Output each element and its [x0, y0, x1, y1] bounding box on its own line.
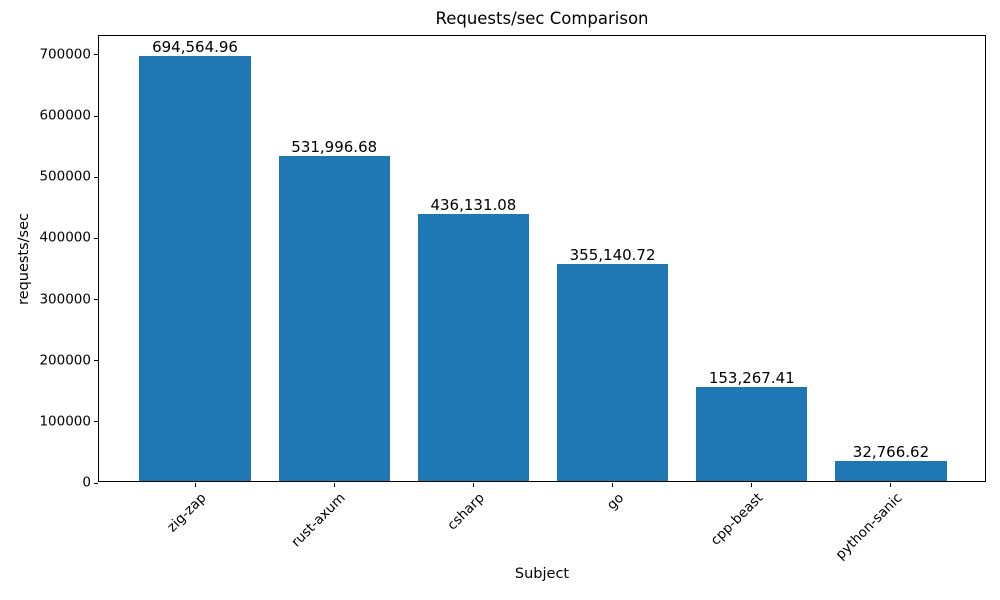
y-tick-label-text: 400000 [39, 229, 91, 246]
chart-title: Requests/sec Comparison [435, 9, 649, 28]
y-tick-mark [94, 237, 98, 239]
x-tick-label-text: python-sanic [832, 490, 906, 563]
bar-value-label: 436,131.08 [430, 196, 517, 215]
x-tick-label-text: zig-zap [163, 490, 210, 536]
x-tick-label-text: rust-axum [288, 490, 349, 551]
x-tick-label-text: go [603, 490, 627, 514]
y-tick-mark [94, 299, 98, 301]
x-tick-mark [612, 483, 614, 487]
bar-value-label: 32,766.62 [852, 442, 930, 461]
bar-csharp [417, 214, 530, 481]
x-axis-label-text: Subject [514, 566, 570, 582]
bar-value-label: 355,140.72 [569, 245, 656, 264]
bar-value-label: 694,564.96 [152, 38, 238, 57]
x-tick-mark [194, 483, 196, 487]
x-tick-mark [890, 483, 892, 487]
y-tick-label-text: 200000 [39, 351, 91, 368]
bar-go [556, 263, 669, 481]
y-tick-mark [94, 482, 98, 484]
y-tick-mark [94, 176, 98, 178]
y-tick-label-text: 0 [82, 474, 91, 491]
x-tick-mark [751, 483, 753, 487]
y-axis-label-text: requests/sec [16, 212, 32, 305]
bar-zig-zap [139, 56, 251, 481]
bar-python-sanic [835, 460, 947, 481]
y-tick-label-text: 600000 [39, 107, 91, 124]
y-tick-mark [94, 421, 98, 423]
bar-value-label: 153,267.41 [708, 369, 795, 388]
y-tick-mark [94, 54, 98, 56]
x-tick-label-text: cpp-beast [707, 490, 767, 549]
y-tick-label-text: 700000 [39, 46, 91, 63]
bar-cpp-beast [696, 387, 808, 481]
y-tick-label-text: 100000 [39, 413, 91, 430]
y-tick-mark [94, 360, 98, 362]
x-tick-mark [472, 483, 474, 487]
y-tick-mark [94, 115, 98, 117]
bar-rust-axum [278, 155, 390, 481]
y-tick-label-text: 500000 [39, 168, 91, 185]
bar-value-label: 531,996.68 [291, 137, 378, 156]
axes: 0 100000 200000 300000 400000 500000 600000 700… [39, 35, 986, 563]
y-tick-label-text: 300000 [39, 290, 91, 307]
x-tick-label-text: csharp [444, 490, 488, 534]
x-tick-mark [333, 483, 335, 487]
